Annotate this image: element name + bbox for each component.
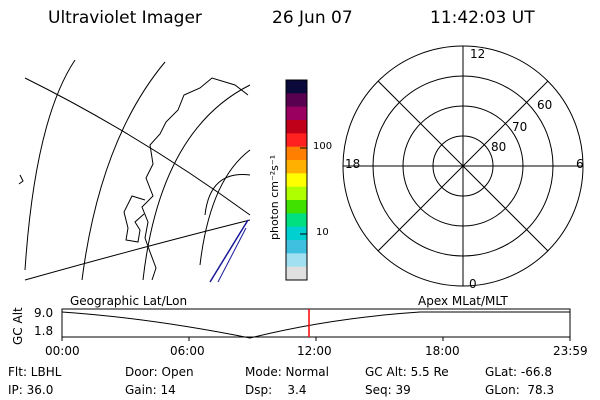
door-status: Door: Open [125, 365, 194, 379]
lat-label-70: 70 [512, 120, 528, 134]
gc-alt-status: GC Alt: 5.5 Re [365, 365, 449, 379]
date-label: 26 Jun 07 [272, 8, 353, 28]
x-tick-1: 06:00 [170, 344, 205, 358]
y-tick-low: 1.8 [34, 324, 54, 338]
colorbar-swatch [286, 253, 307, 268]
colorbar-swatch [286, 146, 307, 161]
lat-label-60: 60 [537, 98, 553, 112]
x-tick-4: 23:59 [553, 344, 588, 358]
colorbar-swatch [286, 226, 307, 241]
colorbar-swatch [286, 133, 307, 148]
colorbar-swatch [286, 173, 307, 188]
flt-status: Flt: LBHL [8, 365, 62, 379]
colorbar-label-10: 10 [316, 227, 329, 238]
x-tick-0: 00:00 [45, 344, 80, 358]
mlt-label-12: 12 [470, 47, 486, 61]
seq-status: Seq: 39 [365, 383, 411, 397]
dsp-status: Dsp: 3.4 [245, 383, 307, 397]
colorbar-swatch [286, 106, 307, 121]
mlt-label-18: 18 [345, 157, 361, 171]
colorbar-swatch [286, 120, 307, 134]
colorbar-swatch [286, 213, 307, 228]
mlt-label-6: 6 [576, 157, 584, 171]
glat-status: GLat: -66.8 [485, 365, 552, 379]
geographic-label: Geographic Lat/Lon [70, 294, 188, 308]
ip-status: IP: 36.0 [8, 383, 54, 397]
glon-status: GLon: 78.3 [485, 383, 555, 397]
apex-label: Apex MLat/MLT [418, 294, 508, 308]
colorbar-swatch [286, 186, 307, 201]
x-tick-2: 12:00 [297, 344, 332, 358]
time-label: 11:42:03 UT [430, 8, 535, 28]
colorbar-swatch [286, 266, 307, 281]
instrument-title: Ultraviolet Imager [48, 8, 202, 28]
colorbar-swatch [286, 200, 307, 214]
x-tick-3: 18:00 [425, 344, 460, 358]
y-tick-high: 9.0 [34, 306, 54, 320]
colorbar-swatches [286, 80, 307, 281]
colorbar-swatch [286, 93, 307, 108]
colorbar-swatch [286, 80, 307, 94]
mlt-label-0: 0 [469, 277, 477, 291]
colorbar-swatch [286, 160, 307, 174]
colorbar-label-100: 100 [313, 141, 333, 152]
lat-label-80: 80 [491, 140, 507, 154]
gain-status: Gain: 14 [125, 383, 176, 397]
colorbar-swatch [286, 240, 307, 254]
mode-status: Mode: Normal [245, 365, 329, 379]
